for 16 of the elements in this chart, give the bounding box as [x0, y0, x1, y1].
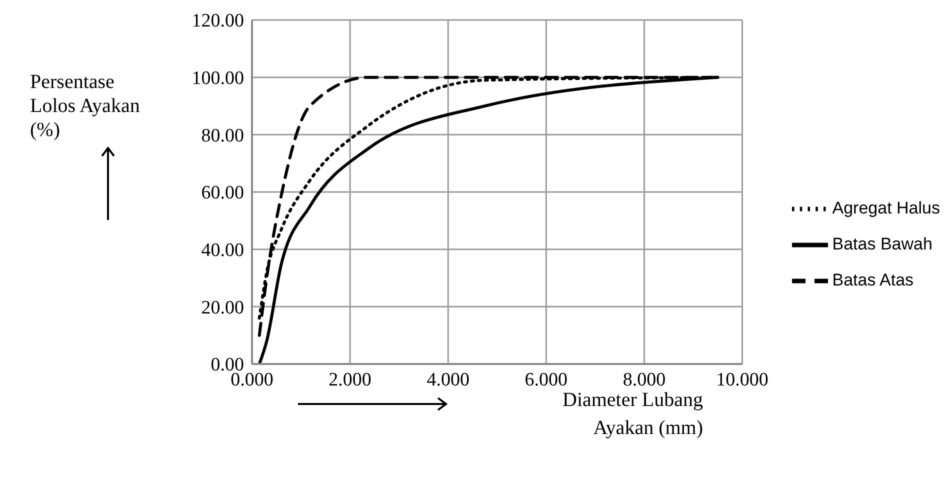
x-tick-label: 6.000 — [524, 369, 568, 390]
x-tick-label: 8.000 — [622, 369, 666, 390]
x-tick-label: 10.000 — [716, 369, 768, 390]
y-tick-label: 100.00 — [192, 68, 244, 90]
legend-label: Batas Bawah — [832, 234, 932, 254]
y-tick-label: 40.00 — [201, 240, 244, 262]
x-tick-label: 4.000 — [426, 369, 470, 390]
y-tick-label: 60.00 — [201, 182, 244, 204]
y-tick-label: 80.00 — [201, 125, 244, 146]
x-tick-label: 2.000 — [328, 369, 372, 390]
legend-label: Batas Atas — [832, 270, 914, 290]
y-tick-label: 120.00 — [192, 10, 244, 32]
x-axis-title: Diameter Lubang Ayakan (mm) — [562, 388, 703, 441]
y-tick-label: 20.00 — [201, 297, 244, 318]
legend-label: Agregat Halus — [832, 198, 940, 218]
y-axis-title: Persentase Lolos Ayakan (%) — [30, 70, 141, 142]
